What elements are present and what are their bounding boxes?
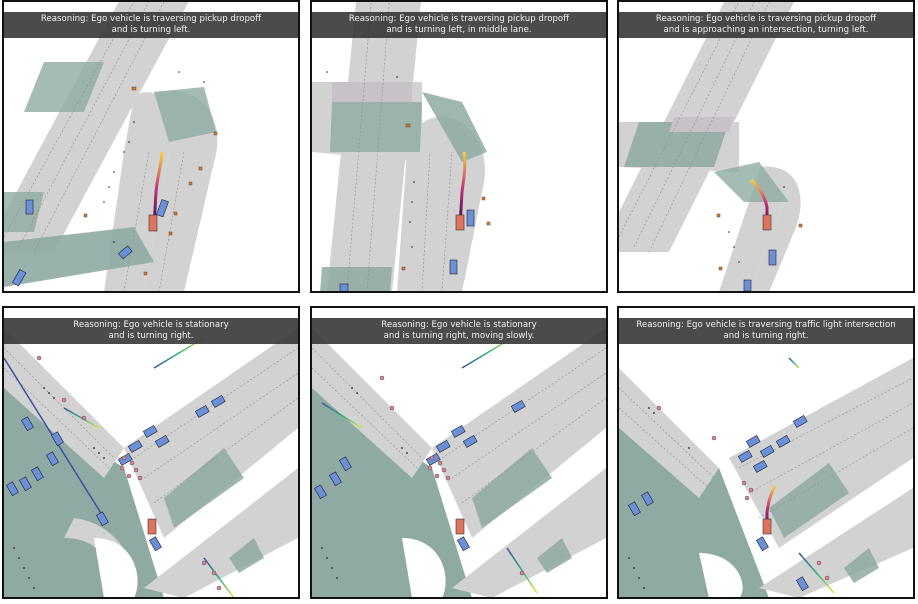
map-view-5 bbox=[312, 328, 606, 597]
other-vehicles bbox=[11, 199, 169, 287]
road-segment bbox=[729, 358, 913, 548]
road-segment bbox=[619, 368, 719, 498]
scene-panel-5: Reasoning: Ego vehicle is stationary and… bbox=[310, 306, 608, 599]
other-vehicles bbox=[339, 209, 475, 291]
map-view-3 bbox=[619, 2, 803, 291]
crosswalk-zone bbox=[769, 463, 849, 538]
median-island bbox=[699, 553, 743, 597]
static-objects bbox=[13, 387, 105, 589]
road-segment bbox=[144, 90, 218, 291]
ego-vehicle bbox=[148, 214, 158, 232]
crosswalk-zone bbox=[320, 267, 392, 291]
intersection-area bbox=[669, 117, 734, 132]
map-view-1 bbox=[4, 2, 218, 291]
caption-line-2: and is turning left. bbox=[111, 25, 191, 35]
reasoning-caption: Reasoning: Ego vehicle is traversing tra… bbox=[619, 318, 913, 344]
caption-line-2: and is turning right. bbox=[723, 331, 809, 341]
agent-trajectory bbox=[506, 547, 538, 594]
pedestrians bbox=[401, 123, 491, 271]
lane-lines bbox=[346, 2, 453, 291]
caption-line-2: and is turning right. bbox=[108, 331, 194, 341]
scene-panel-1: Reasoning: Ego vehicle is traversing pic… bbox=[2, 0, 300, 293]
static-objects bbox=[103, 71, 205, 243]
crosswalk-zone bbox=[624, 122, 729, 167]
reasoning-caption: Reasoning: Ego vehicle is stationary and… bbox=[312, 318, 606, 344]
road-segment bbox=[4, 328, 124, 478]
agent-trajectory bbox=[321, 402, 363, 429]
other-vehicles bbox=[743, 249, 777, 291]
caption-line-1: Reasoning: Ego vehicle is traversing pic… bbox=[655, 14, 877, 24]
caption-line-1: Reasoning: Ego vehicle is traversing tra… bbox=[636, 320, 896, 330]
caption-line-2: and is turning left, in middle lane. bbox=[386, 25, 532, 35]
static-objects bbox=[728, 186, 785, 263]
pedestrians bbox=[379, 375, 525, 576]
road-segment bbox=[124, 328, 298, 538]
ego-vehicle bbox=[762, 518, 772, 535]
caption-line-1: Reasoning: Ego vehicle is traversing pic… bbox=[348, 14, 570, 24]
map-view-2 bbox=[312, 2, 491, 291]
reasoning-caption: Reasoning: Ego vehicle is stationary and… bbox=[4, 318, 298, 344]
agent-trajectory bbox=[788, 357, 800, 369]
intersection-area bbox=[332, 82, 412, 102]
scene-panel-2: Reasoning: Ego vehicle is traversing pic… bbox=[310, 0, 608, 293]
crosswalk-zone bbox=[422, 92, 487, 162]
ego-vehicle bbox=[455, 214, 465, 231]
road-segment bbox=[312, 328, 432, 478]
median-island bbox=[94, 538, 138, 597]
map-view-6 bbox=[619, 357, 913, 597]
road-segment bbox=[432, 328, 606, 538]
static-objects bbox=[321, 387, 408, 579]
caption-line-2: and is turning right, moving slowly. bbox=[383, 331, 535, 341]
ego-trajectory bbox=[749, 178, 769, 227]
other-vehicles bbox=[313, 399, 526, 552]
static-objects bbox=[628, 407, 690, 589]
scene-panel-3: Reasoning: Ego vehicle is traversing pic… bbox=[617, 0, 915, 293]
caption-line-1: Reasoning: Ego vehicle is traversing pic… bbox=[40, 14, 262, 24]
crosswalk-zone bbox=[330, 102, 422, 152]
crosswalk-zone bbox=[229, 538, 264, 573]
ego-vehicle bbox=[147, 518, 157, 535]
agent-trajectory bbox=[798, 552, 835, 594]
crosswalk-zone bbox=[844, 548, 879, 583]
crosswalk-zone bbox=[537, 538, 572, 573]
ego-vehicle bbox=[455, 518, 465, 535]
crosswalk-zone bbox=[4, 227, 154, 287]
road-segment bbox=[452, 468, 606, 597]
pedestrians bbox=[36, 355, 222, 591]
static-objects bbox=[326, 71, 415, 248]
intersection-zone bbox=[619, 428, 769, 597]
reasoning-caption: Reasoning: Ego vehicle is traversing pic… bbox=[312, 12, 606, 38]
pedestrians bbox=[716, 213, 803, 271]
reasoning-caption: Reasoning: Ego vehicle is traversing pic… bbox=[4, 12, 298, 38]
agent-trajectory bbox=[63, 407, 100, 429]
agent-trajectory bbox=[203, 557, 235, 597]
ego-vehicle bbox=[762, 214, 772, 231]
crosswalk-zone bbox=[24, 62, 104, 112]
caption-line-1: Reasoning: Ego vehicle is stationary bbox=[381, 320, 537, 330]
median-island bbox=[402, 538, 446, 597]
crosswalk-zone bbox=[154, 87, 216, 142]
map-view-4 bbox=[4, 328, 298, 597]
scene-panel-4: Reasoning: Ego vehicle is stationary and… bbox=[2, 306, 300, 599]
road-segment bbox=[4, 2, 189, 252]
road-segment bbox=[749, 166, 801, 291]
pedestrians bbox=[83, 86, 218, 276]
ego-trajectory bbox=[458, 151, 467, 228]
crosswalk-zone bbox=[472, 448, 552, 528]
intersection-zone bbox=[312, 388, 472, 597]
pedestrians bbox=[656, 405, 830, 581]
caption-line-1: Reasoning: Ego vehicle is stationary bbox=[73, 320, 229, 330]
crosswalk-zone bbox=[4, 192, 44, 232]
other-vehicles bbox=[5, 394, 226, 552]
intersection-zone bbox=[4, 388, 164, 597]
road-segment bbox=[144, 468, 298, 597]
road-segment bbox=[759, 488, 913, 597]
ego-trajectory bbox=[152, 151, 164, 228]
other-vehicles bbox=[627, 414, 809, 592]
crosswalk-zone bbox=[164, 448, 244, 528]
caption-line-2: and is approaching an intersection, turn… bbox=[663, 25, 869, 35]
scene-panel-6: Reasoning: Ego vehicle is traversing tra… bbox=[617, 306, 915, 599]
ego-trajectory bbox=[765, 485, 777, 530]
reasoning-caption: Reasoning: Ego vehicle is traversing pic… bbox=[619, 12, 913, 38]
